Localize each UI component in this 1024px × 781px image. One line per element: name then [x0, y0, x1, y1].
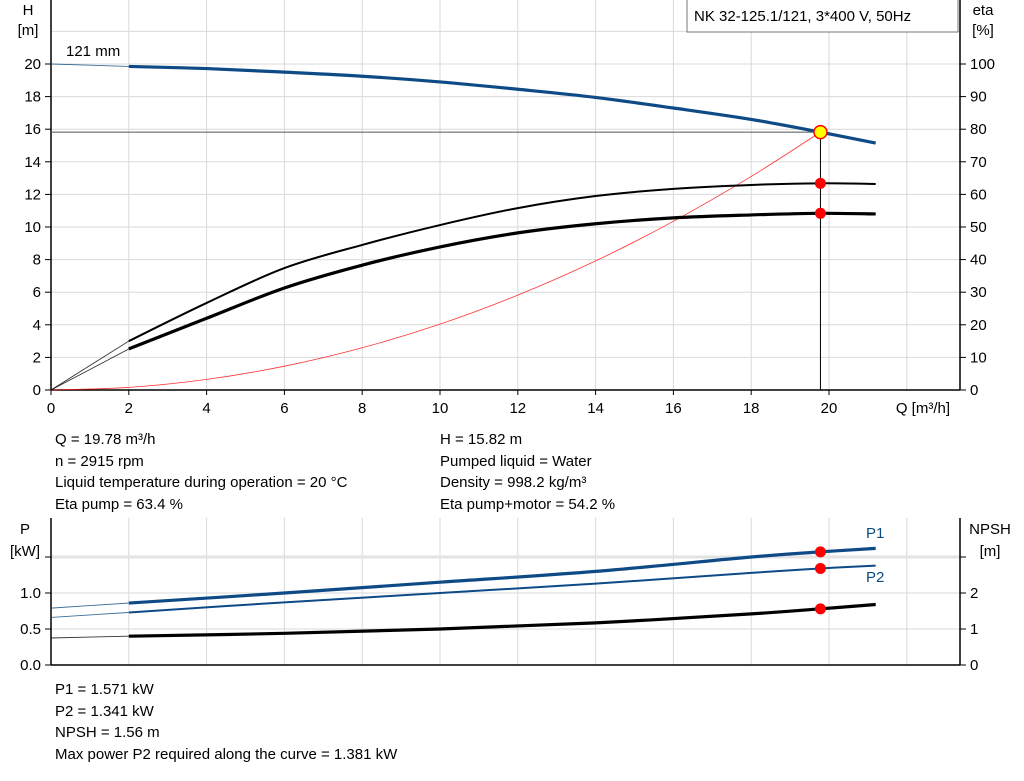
x-tick-label: 12: [509, 400, 526, 417]
eta-pump-motor-point: [814, 207, 826, 219]
y-tick-label-left: 12: [24, 186, 41, 203]
curve-label: 121 mm: [66, 43, 120, 60]
y-tick-label-left: 2: [33, 349, 41, 366]
p2-curve-extrapolated: [50, 611, 129, 618]
info-p1: P1 = 1.571 kW: [55, 681, 154, 698]
y-tick-label-left: 4: [33, 317, 41, 334]
npsh-tick-label: 0: [970, 657, 978, 674]
info-density: Density = 998.2 kg/m³: [440, 474, 587, 492]
info-bottom: P1 = 1.571 kW P2 = 1.341 kW NPSH = 1.56 …: [55, 679, 397, 765]
y-tick-label-right: 10: [970, 349, 987, 366]
head-curve: [128, 64, 876, 145]
npsh-curve-extrapolated: [50, 635, 129, 639]
info-liquid: Pumped liquid = Water: [440, 452, 592, 470]
npsh-point: [814, 603, 826, 615]
y-tick-label-right: 0: [970, 382, 978, 399]
npsh-axis-unit: [m]: [980, 543, 1001, 560]
p2-point: [814, 562, 826, 574]
p2-curve: [128, 564, 876, 614]
eta-pump-point: [814, 177, 826, 189]
p-axis-unit: [kW]: [10, 543, 40, 560]
y-axis-unit-right: [%]: [972, 22, 994, 39]
x-tick-label: 18: [743, 400, 760, 417]
x-tick-label: 0: [47, 400, 55, 417]
info-top-right: H = 15.82 m Pumped liquid = Water Densit…: [440, 429, 615, 515]
p1-point: [814, 546, 826, 558]
info-eta-pump-motor: Eta pump+motor = 54.2 %: [440, 495, 616, 513]
info-top-left: Q = 19.78 m³/h n = 2915 rpm Liquid tempe…: [55, 429, 347, 515]
y-tick-label-right: 100: [970, 56, 995, 73]
chart-title: NK 32-125.1/121, 3*400 V, 50Hz: [694, 8, 911, 25]
x-tick-label: 14: [587, 400, 604, 417]
head-curve-extrapolated: [50, 63, 129, 67]
y-axis-label-left: H: [23, 2, 34, 19]
info-max-p2: Max power P2 required along the curve = …: [55, 745, 398, 763]
p1-curve-extrapolated: [50, 602, 129, 609]
info-npsh: NPSH = 1.56 m: [55, 724, 160, 742]
y-tick-label-left: 18: [24, 89, 41, 106]
info-eta-pump: Eta pump = 63.4 %: [55, 495, 183, 513]
y-tick-label-right: 20: [970, 317, 987, 334]
eta-pump-curve: [128, 182, 876, 342]
eta-pump-curve-extrapolated: [50, 340, 130, 391]
x-tick-label: 8: [358, 400, 366, 417]
info-temperature: Liquid temperature during operation = 20…: [55, 474, 348, 492]
operating-point: [813, 124, 828, 140]
x-tick-label: 6: [280, 400, 288, 417]
p2-label: P2: [866, 569, 884, 586]
x-tick-label: 20: [821, 400, 838, 417]
info-flow: Q = 19.78 m³/h: [55, 431, 156, 448]
info-speed: n = 2915 rpm: [55, 452, 144, 470]
p1-curve: [128, 546, 876, 605]
p-tick-label: 1.0: [20, 585, 41, 602]
p-axis-label: P: [20, 521, 30, 538]
y-tick-label-left: 6: [33, 284, 41, 301]
npsh-tick-label: 1: [970, 621, 978, 638]
y-tick-label-left: 14: [24, 154, 41, 171]
x-tick-label: 2: [125, 400, 133, 417]
eta-pump-motor-curve-extrapolated: [50, 348, 130, 391]
y-tick-label-left: 10: [24, 219, 41, 236]
y-axis-label-right: eta: [973, 2, 995, 19]
y-tick-label-left: 0: [33, 382, 41, 399]
npsh-axis-label: NPSH: [969, 521, 1011, 538]
y-tick-label-left: 20: [24, 56, 41, 73]
x-tick-label: 16: [665, 400, 682, 417]
y-tick-label-right: 40: [970, 252, 987, 269]
p-tick-label: 0.0: [20, 657, 41, 674]
npsh-curve: [128, 602, 876, 638]
p-tick-label: 0.5: [20, 621, 41, 638]
y-tick-label-right: 60: [970, 186, 987, 203]
title-box: [686, 0, 959, 33]
x-tick-label: 10: [432, 400, 449, 417]
y-tick-label-right: 80: [970, 121, 987, 138]
y-tick-label-right: 70: [970, 154, 987, 171]
y-axis-unit-left: [m]: [18, 22, 39, 39]
eta-pump-motor-curve: [128, 211, 876, 351]
x-axis-label: Q [m³/h]: [896, 400, 950, 417]
y-tick-label-right: 50: [970, 219, 987, 236]
y-tick-label-right: 30: [970, 284, 987, 301]
info-head: H = 15.82 m: [440, 431, 523, 448]
y-tick-label-left: 16: [24, 121, 41, 138]
y-tick-label-right: 90: [970, 89, 987, 106]
npsh-tick-label: 2: [970, 585, 978, 602]
x-tick-label: 4: [202, 400, 210, 417]
p1-label: P1: [866, 525, 884, 542]
y-tick-label-left: 8: [33, 252, 41, 269]
system-curve: [50, 131, 821, 391]
info-p2: P2 = 1.341 kW: [55, 702, 154, 720]
